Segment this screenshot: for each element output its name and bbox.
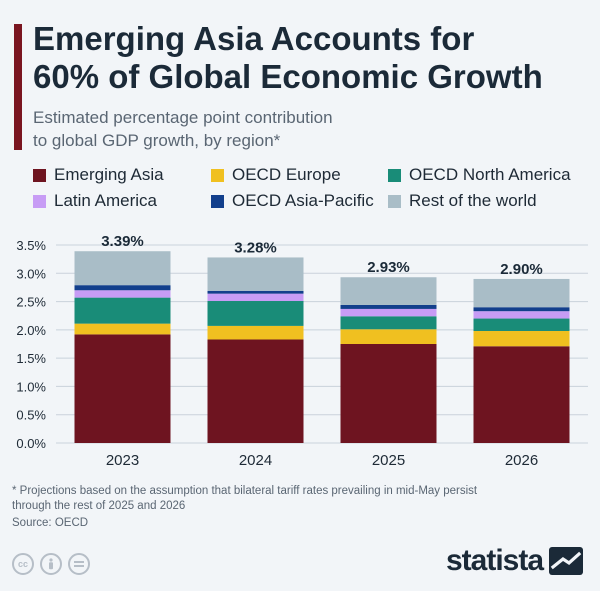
y-tick-label: 3.5% — [16, 238, 46, 253]
bar-segment-latin-america — [473, 311, 570, 319]
bar-segment-latin-america — [340, 308, 437, 317]
footnote-line-2: through the rest of 2025 and 2026 — [12, 500, 186, 512]
x-tick-label: 2023 — [106, 452, 139, 469]
no-derivatives-icon[interactable] — [68, 553, 90, 575]
bar-segment-oecd-europe — [207, 325, 304, 340]
bar-segment-oecd-europe — [473, 330, 570, 347]
statista-brand[interactable]: statista — [446, 544, 584, 578]
total-label: 3.39% — [101, 233, 144, 250]
x-tick-label: 2026 — [505, 452, 538, 469]
bar-segment-oecd-europe — [74, 323, 171, 335]
legend-item-oecd-north-america: OECD North America — [388, 165, 578, 185]
bar-segment-emerging-asia — [340, 344, 437, 443]
legend-label: OECD North America — [409, 165, 571, 184]
legend-label: Latin America — [54, 191, 157, 210]
legend-swatch — [388, 168, 401, 182]
accent-bar — [14, 24, 22, 150]
legend-swatch — [388, 194, 401, 208]
bar-segment-oecd-asia-pacific — [74, 285, 171, 291]
x-tick-label: 2025 — [372, 452, 405, 469]
chart-title: Emerging Asia Accounts for 60% of Global… — [33, 20, 593, 96]
bar-segment-oecd-europe — [340, 329, 437, 344]
bar-segment-emerging-asia — [207, 339, 304, 443]
bar-segment-oecd-north-america — [473, 318, 570, 331]
legend-label: OECD Asia-Pacific — [232, 191, 374, 210]
bar-segment-latin-america — [207, 293, 304, 302]
total-label: 2.90% — [500, 261, 543, 278]
legend-label: Rest of the world — [409, 191, 537, 210]
bar-segment-oecd-asia-pacific — [473, 307, 570, 312]
subtitle-line-2: to global GDP growth, by region* — [33, 131, 281, 150]
y-tick-label: 0.0% — [16, 436, 46, 451]
bar-segment-oecd-north-america — [207, 301, 304, 326]
bar-segment-rest-of-the-world — [74, 251, 171, 286]
legend-swatch — [33, 194, 46, 208]
y-tick-label: 1.0% — [16, 379, 46, 394]
bar-segment-oecd-north-america — [74, 297, 171, 324]
title-line-2: 60% of Global Economic Growth — [33, 58, 543, 95]
footnote: * Projections based on the assumption th… — [12, 484, 572, 514]
source-note: Source: OECD — [12, 517, 89, 529]
title-line-1: Emerging Asia Accounts for — [33, 20, 475, 57]
legend-item-rest-of-world: Rest of the world — [388, 191, 578, 211]
bar-segment-emerging-asia — [74, 334, 171, 443]
total-label: 2.93% — [367, 259, 410, 276]
bar-segment-rest-of-the-world — [340, 277, 437, 305]
legend-item-emerging-asia: Emerging Asia — [33, 165, 211, 185]
y-tick-label: 1.5% — [16, 351, 46, 366]
bar-segment-rest-of-the-world — [207, 257, 304, 291]
bar-segment-latin-america — [74, 290, 171, 298]
bar-segment-emerging-asia — [473, 346, 570, 443]
legend-label: OECD Europe — [232, 165, 341, 184]
legend-swatch — [211, 194, 224, 208]
legend-swatch — [211, 168, 224, 182]
brand-wordmark: statista — [446, 544, 544, 577]
legend-swatch — [33, 168, 46, 182]
bar-segment-rest-of-the-world — [473, 278, 570, 308]
y-tick-label: 2.5% — [16, 295, 46, 310]
legend-item-oecd-europe: OECD Europe — [211, 165, 388, 185]
footnote-line-1: * Projections based on the assumption th… — [12, 485, 478, 497]
subtitle-line-1: Estimated percentage point contribution — [33, 108, 333, 127]
y-tick-label: 3.0% — [16, 266, 46, 281]
legend-label: Emerging Asia — [54, 165, 164, 184]
bar-segment-oecd-asia-pacific — [340, 304, 437, 309]
bar-segment-oecd-north-america — [340, 316, 437, 330]
total-label: 3.28% — [234, 239, 277, 256]
y-tick-label: 0.5% — [16, 408, 46, 423]
attribution-icon[interactable] — [40, 553, 62, 575]
y-tick-label: 2.0% — [16, 323, 46, 338]
stacked-bar-chart: 0.0% 0.5% 1.0% 1.5% 2.0% 2.5% 3.0% 3.5% 3.39% 202… — [16, 233, 588, 469]
statista-logo-icon — [549, 547, 584, 575]
x-tick-label: 2024 — [239, 452, 272, 469]
legend-item-oecd-asia-pacific: OECD Asia-Pacific — [211, 191, 388, 211]
bar-segment-oecd-asia-pacific — [207, 290, 304, 294]
legend-item-latin-america: Latin America — [33, 191, 211, 211]
license-icons: cc — [12, 553, 90, 575]
legend: Emerging Asia OECD Europe OECD North Ame… — [33, 165, 593, 211]
creative-commons-icon[interactable]: cc — [12, 553, 34, 575]
chart-subtitle: Estimated percentage point contribution … — [33, 106, 553, 152]
